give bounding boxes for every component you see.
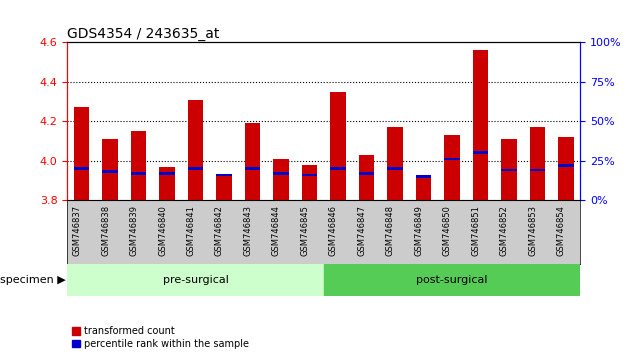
Text: GSM746844: GSM746844: [272, 205, 281, 256]
Text: GDS4354 / 243635_at: GDS4354 / 243635_at: [67, 28, 220, 41]
Text: GSM746837: GSM746837: [72, 205, 81, 256]
Bar: [131, 131, 146, 200]
Bar: [387, 167, 403, 170]
Text: GSM746847: GSM746847: [358, 205, 367, 256]
Bar: [472, 50, 488, 200]
Text: GSM746854: GSM746854: [557, 205, 566, 256]
Bar: [415, 175, 431, 178]
Bar: [558, 137, 574, 200]
Bar: [472, 152, 488, 154]
Bar: [358, 172, 374, 175]
Bar: [159, 172, 175, 175]
Text: GSM746839: GSM746839: [129, 205, 138, 256]
Bar: [245, 167, 260, 170]
Text: pre-surgical: pre-surgical: [163, 275, 228, 285]
Bar: [245, 123, 260, 200]
Text: GSM746851: GSM746851: [471, 205, 480, 256]
Bar: [273, 172, 289, 175]
Bar: [324, 264, 580, 296]
Text: post-surgical: post-surgical: [416, 275, 488, 285]
Text: GSM746841: GSM746841: [187, 205, 196, 256]
Text: GSM746842: GSM746842: [215, 205, 224, 256]
Bar: [102, 170, 118, 173]
Bar: [102, 139, 118, 200]
Bar: [358, 155, 374, 200]
Bar: [529, 169, 545, 171]
Text: GSM746845: GSM746845: [301, 205, 310, 256]
Text: GSM746849: GSM746849: [415, 205, 424, 256]
Bar: [188, 99, 203, 200]
Bar: [501, 139, 517, 200]
Bar: [529, 127, 545, 200]
Bar: [558, 164, 574, 167]
Bar: [159, 166, 175, 200]
Bar: [67, 264, 324, 296]
Bar: [444, 158, 460, 160]
Bar: [302, 173, 317, 176]
Bar: [415, 176, 431, 200]
Bar: [188, 167, 203, 170]
Text: GSM746853: GSM746853: [528, 205, 537, 256]
Bar: [74, 108, 89, 200]
Text: GSM746852: GSM746852: [500, 205, 509, 256]
Text: GSM746846: GSM746846: [329, 205, 338, 256]
Text: GSM746843: GSM746843: [244, 205, 253, 256]
Bar: [330, 167, 345, 170]
Bar: [330, 92, 345, 200]
Legend: transformed count, percentile rank within the sample: transformed count, percentile rank withi…: [72, 326, 249, 349]
Text: GSM746838: GSM746838: [101, 205, 110, 256]
Bar: [444, 135, 460, 200]
Bar: [273, 159, 289, 200]
Text: specimen ▶: specimen ▶: [0, 275, 66, 285]
Bar: [216, 173, 232, 176]
Bar: [387, 127, 403, 200]
Text: GSM746840: GSM746840: [158, 205, 167, 256]
Bar: [131, 172, 146, 175]
Text: GSM746848: GSM746848: [386, 205, 395, 256]
Text: GSM746850: GSM746850: [443, 205, 452, 256]
Bar: [501, 169, 517, 171]
Bar: [302, 165, 317, 200]
Bar: [216, 175, 232, 200]
Bar: [74, 167, 89, 170]
